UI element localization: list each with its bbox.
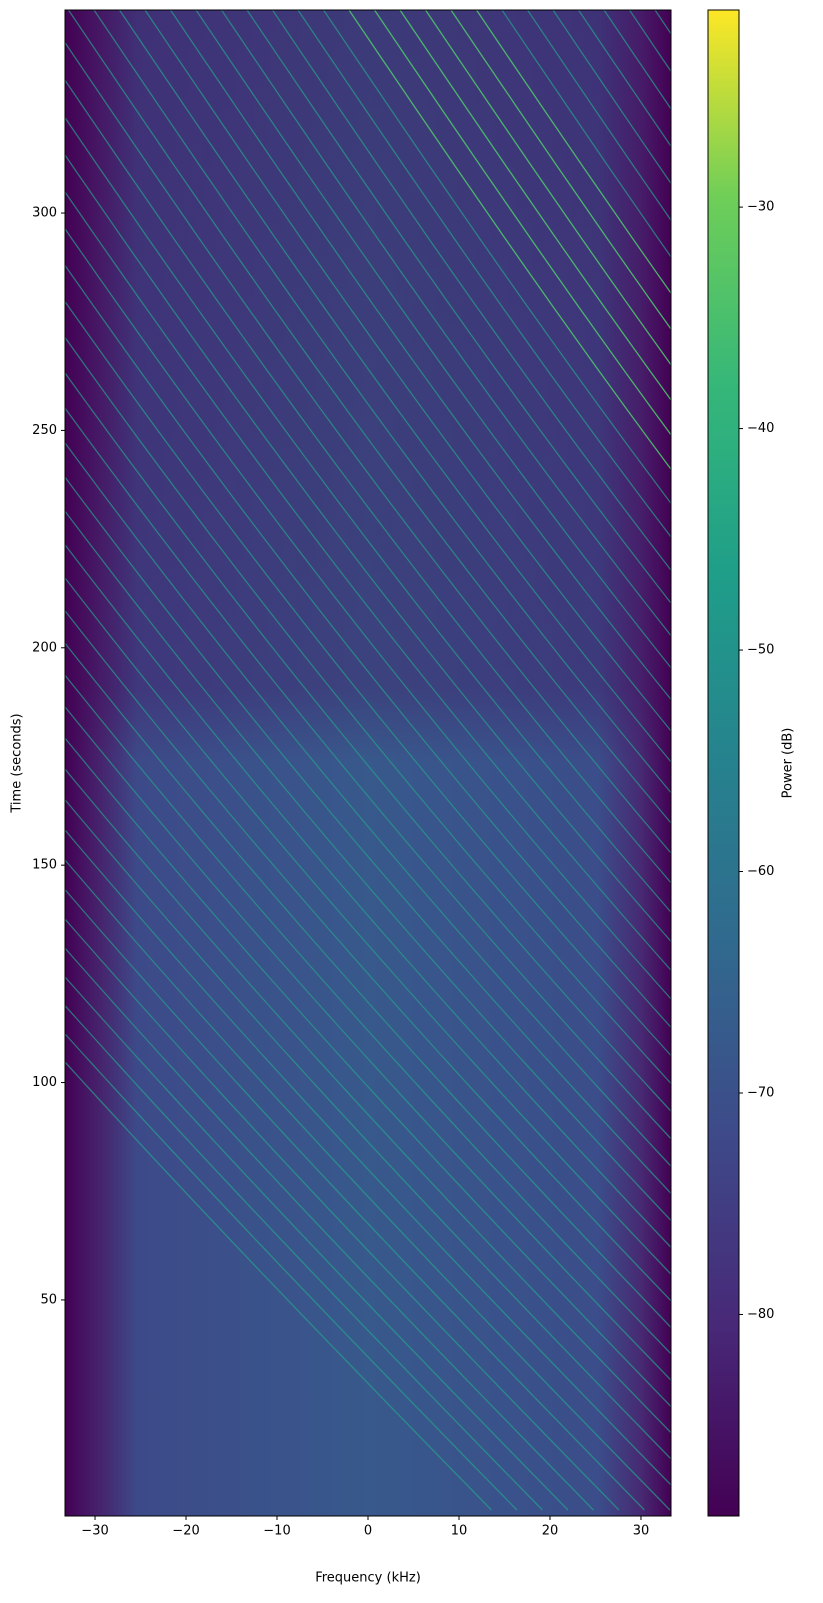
x-tick-label: 30 <box>633 1524 650 1539</box>
x-tick-label: 20 <box>542 1524 559 1539</box>
signal-trace <box>65 227 671 1000</box>
signal-trace <box>681 10 823 1510</box>
y-tick-label: 300 <box>32 206 57 221</box>
y-tick-label: 100 <box>32 1075 57 1090</box>
y-tick-label: 50 <box>40 1292 57 1307</box>
x-tick-label: 0 <box>364 1524 372 1539</box>
colorbar-tick-label: −30 <box>747 200 774 215</box>
signal-trace <box>65 116 671 914</box>
signal-trace <box>65 510 671 1222</box>
colorbar-tick-label: −80 <box>747 1307 774 1322</box>
signal-trace <box>65 543 671 1249</box>
y-tick-label: 150 <box>32 858 57 873</box>
signal-trace <box>65 441 671 1168</box>
signal-trace <box>297 10 671 539</box>
y-axis-label: Time (seconds) <box>10 713 25 813</box>
signal-trace <box>65 371 671 1113</box>
colorbar-tick-label: −50 <box>747 643 774 658</box>
signal-trace <box>65 264 671 1029</box>
signal-trace <box>65 737 671 1408</box>
signal-trace <box>322 10 671 505</box>
signal-trace <box>808 10 823 1510</box>
signal-trace <box>65 41 671 855</box>
signal-trace <box>65 1032 518 1511</box>
x-tick-label: −20 <box>172 1524 199 1539</box>
signal-trace <box>399 10 671 402</box>
signal-trace <box>65 674 671 1355</box>
signal-trace <box>65 859 671 1511</box>
signal-trace <box>271 10 671 572</box>
signal-trace <box>65 1061 492 1511</box>
y-tick-label: 250 <box>32 423 57 438</box>
x-axis-label: Frequency (kHz) <box>315 1571 421 1586</box>
signal-trace <box>65 798 671 1460</box>
signal-trace <box>65 609 671 1302</box>
signal-trace <box>732 10 823 1510</box>
signal-trace <box>348 10 671 471</box>
signal-trace <box>220 10 671 637</box>
signal-trace <box>424 10 671 366</box>
colorbar <box>707 9 740 1517</box>
x-tick-label: −30 <box>81 1524 108 1539</box>
signal-trace <box>118 10 671 763</box>
signal-trace <box>65 1004 543 1511</box>
signal-trace <box>65 79 671 884</box>
signal-trace <box>169 10 671 701</box>
signal-trace <box>246 10 671 605</box>
signal-trace <box>65 336 671 1085</box>
signal-trace <box>65 976 569 1511</box>
signal-trace <box>65 190 671 972</box>
colorbar-tick-label: −60 <box>747 864 774 879</box>
signal-trace <box>93 10 671 794</box>
colorbar-tick-label: −70 <box>747 1085 774 1100</box>
signal-trace <box>65 300 671 1057</box>
signal-trace <box>475 10 671 295</box>
y-tick-label: 200 <box>32 640 57 655</box>
colorbar-tick-label: −40 <box>747 421 774 436</box>
signal-trace <box>195 10 671 669</box>
signal-trace <box>65 829 671 1486</box>
signal-trace <box>65 888 645 1511</box>
signal-trace <box>65 576 671 1276</box>
signal-trace <box>144 10 671 732</box>
signal-trace <box>65 642 671 1329</box>
signal-trace <box>65 768 671 1434</box>
signal-trace <box>65 476 671 1195</box>
spectrogram-image <box>65 10 823 1516</box>
signal-trace <box>65 153 671 943</box>
signal-trace <box>65 918 620 1511</box>
colorbar-label: Power (dB) <box>781 728 796 799</box>
signal-trace <box>67 10 671 824</box>
signal-trace <box>65 947 594 1511</box>
x-tick-label: −10 <box>263 1524 290 1539</box>
signal-trace <box>373 10 671 436</box>
signal-trace <box>65 705 671 1382</box>
signal-trace <box>65 407 671 1140</box>
signal-trace <box>450 10 671 331</box>
x-tick-label: 10 <box>451 1524 468 1539</box>
